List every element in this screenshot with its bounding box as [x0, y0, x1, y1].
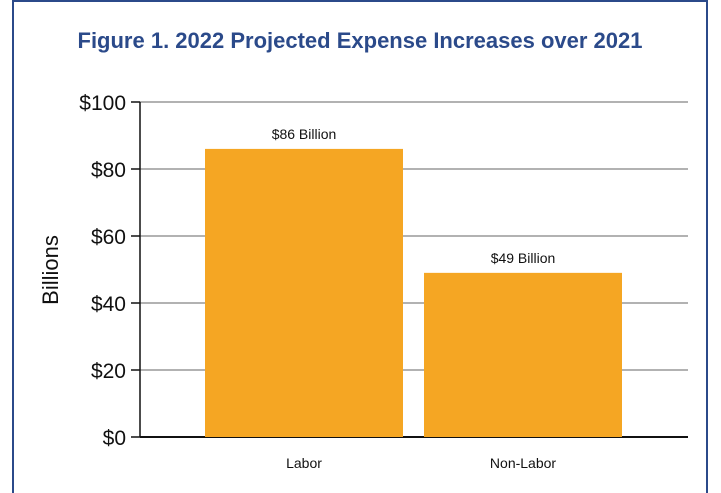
frame-border-left [12, 0, 14, 493]
bar [424, 272, 622, 437]
y-tick-label: $20 [91, 360, 126, 383]
x-tick-label: Labor [286, 455, 322, 471]
y-tick-label: $100 [79, 92, 126, 115]
chart-title: Figure 1. 2022 Projected Expense Increas… [77, 28, 643, 53]
y-tick-label: $0 [103, 427, 126, 450]
data-label: $86 Billion [272, 126, 337, 142]
y-tick-label: $40 [91, 293, 126, 316]
x-tick-label: Non-Labor [490, 455, 556, 471]
frame-border-right [706, 0, 708, 493]
y-tick-label: $60 [91, 226, 126, 249]
y-tick-label: $80 [91, 159, 126, 182]
bar [205, 148, 403, 437]
data-label: $49 Billion [491, 250, 556, 266]
y-axis-label: Billions [38, 235, 63, 305]
frame-border-top [12, 0, 708, 2]
